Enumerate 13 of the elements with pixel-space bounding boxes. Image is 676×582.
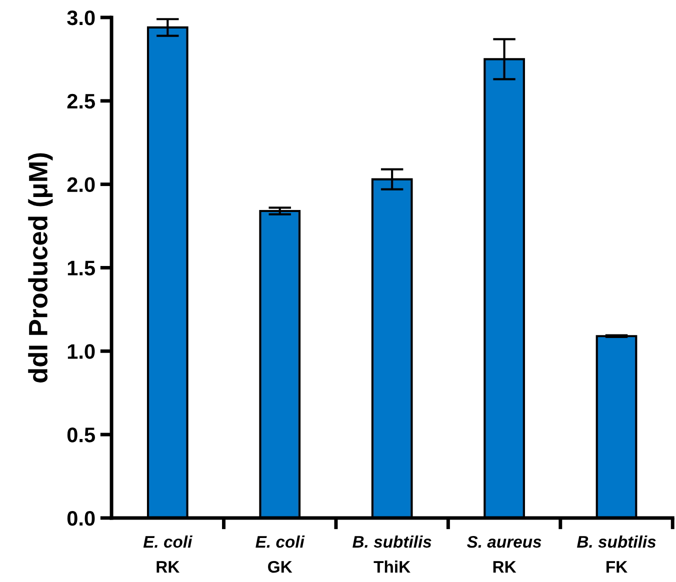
y-tick-label: 0.0: [67, 510, 95, 526]
y-tick-label: 1.5: [68, 260, 95, 276]
x-tick-label: B. subtilis ThiK: [352, 536, 432, 573]
x-tick-label: E. coli RK: [143, 536, 192, 573]
y-tick-label: 0.5: [67, 428, 95, 442]
x-tick-label: E. coli GK: [256, 536, 305, 573]
x-tick-label: S. aureus RK: [466, 536, 542, 573]
y-tick-label: 2.5: [67, 94, 95, 109]
y-axis-title: ddI Produced (μM): [28, 153, 53, 382]
x-tick-label: B. subtilis FK: [576, 536, 656, 573]
y-tick-label: 3.0: [67, 10, 95, 26]
y-tick-label: 2.0: [67, 177, 95, 192]
y-tick-label: 1.0: [68, 344, 95, 359]
